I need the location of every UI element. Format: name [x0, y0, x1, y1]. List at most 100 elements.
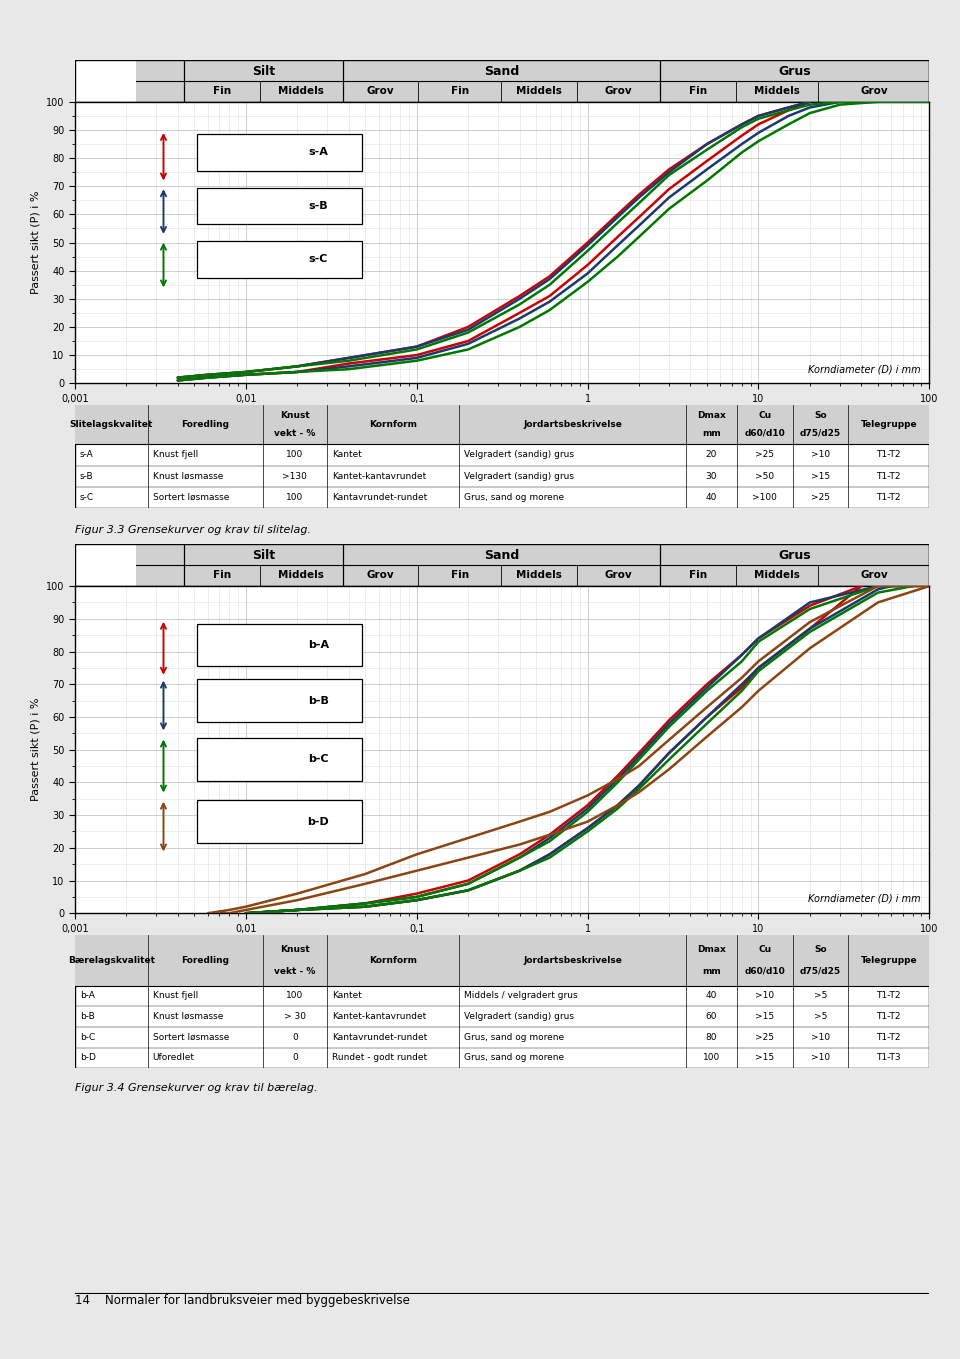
- Text: 100: 100: [286, 450, 303, 459]
- Text: d60/d10: d60/d10: [744, 968, 785, 976]
- Text: T1-T2: T1-T2: [876, 1033, 900, 1042]
- Text: Figur 3.4 Grensekurver og krav til bærelag.: Figur 3.4 Grensekurver og krav til bærel…: [75, 1083, 318, 1093]
- Text: Fin: Fin: [451, 87, 468, 96]
- FancyBboxPatch shape: [75, 60, 929, 383]
- Text: s-A: s-A: [308, 148, 328, 158]
- Text: T1-T2: T1-T2: [876, 493, 900, 501]
- Text: 100: 100: [286, 493, 303, 501]
- Text: Fin: Fin: [688, 571, 707, 580]
- Text: s-B: s-B: [80, 472, 94, 481]
- Text: Grov: Grov: [605, 87, 633, 96]
- Text: b-B: b-B: [80, 1012, 95, 1021]
- Text: 60: 60: [706, 1012, 717, 1021]
- Text: Knust: Knust: [280, 945, 310, 954]
- Text: Kantavrundet-rundet: Kantavrundet-rundet: [332, 1033, 427, 1042]
- Text: 40: 40: [706, 992, 717, 1000]
- Bar: [197, 624, 362, 666]
- Bar: [197, 188, 362, 224]
- Text: b-D: b-D: [80, 1053, 96, 1063]
- Text: Kantet: Kantet: [332, 992, 362, 1000]
- Text: s-C: s-C: [309, 254, 328, 265]
- Text: Grov: Grov: [367, 571, 395, 580]
- Text: Knust fjell: Knust fjell: [153, 450, 198, 459]
- Text: T1-T2: T1-T2: [876, 1012, 900, 1021]
- FancyBboxPatch shape: [75, 544, 929, 913]
- Text: Grus: Grus: [779, 65, 811, 77]
- Bar: [197, 680, 362, 722]
- Text: Grov: Grov: [860, 87, 888, 96]
- Text: Kantet-kantavrundet: Kantet-kantavrundet: [332, 1012, 426, 1021]
- Bar: [197, 738, 362, 781]
- Text: Middels: Middels: [516, 87, 562, 96]
- Text: Grus: Grus: [779, 549, 811, 561]
- Text: Grus, sand og morene: Grus, sand og morene: [465, 493, 564, 501]
- Bar: [197, 241, 362, 277]
- Text: >10: >10: [811, 1053, 829, 1063]
- Text: >10: >10: [756, 992, 775, 1000]
- Bar: [75, 60, 136, 102]
- Text: 14    Normaler for landbruksveier med byggebeskrivelse: 14 Normaler for landbruksveier med bygge…: [75, 1294, 410, 1307]
- Text: 0: 0: [292, 1053, 298, 1063]
- Text: T1-T2: T1-T2: [876, 450, 900, 459]
- Text: Knust løsmasse: Knust løsmasse: [153, 472, 223, 481]
- Text: >15: >15: [756, 1053, 775, 1063]
- Text: Rundet - godt rundet: Rundet - godt rundet: [332, 1053, 427, 1063]
- Bar: [197, 135, 362, 171]
- Text: >25: >25: [811, 493, 829, 501]
- Text: So: So: [814, 945, 827, 954]
- Text: T1-T3: T1-T3: [876, 1053, 901, 1063]
- Text: 30: 30: [706, 472, 717, 481]
- Text: 20: 20: [706, 450, 717, 459]
- Text: Grov: Grov: [860, 571, 888, 580]
- Text: Middels: Middels: [278, 571, 324, 580]
- Y-axis label: Passert sikt (P) i %: Passert sikt (P) i %: [31, 190, 40, 295]
- Text: Grus, sand og morene: Grus, sand og morene: [465, 1053, 564, 1063]
- Text: b-D: b-D: [307, 817, 329, 826]
- Text: s-B: s-B: [308, 201, 328, 211]
- Text: Grov: Grov: [605, 571, 633, 580]
- Text: >5: >5: [814, 1012, 827, 1021]
- Text: Sand: Sand: [484, 549, 519, 561]
- Bar: [75, 935, 929, 985]
- Text: 0: 0: [292, 1033, 298, 1042]
- Text: s-C: s-C: [80, 493, 94, 501]
- Text: Middels: Middels: [278, 87, 324, 96]
- Text: vekt - %: vekt - %: [275, 428, 316, 438]
- Text: Grov: Grov: [367, 87, 395, 96]
- Text: d60/d10: d60/d10: [744, 428, 785, 438]
- Text: Kantavrundet-rundet: Kantavrundet-rundet: [332, 493, 427, 501]
- Text: d75/d25: d75/d25: [800, 428, 841, 438]
- Text: Velgradert (sandig) grus: Velgradert (sandig) grus: [465, 472, 574, 481]
- Text: Dmax: Dmax: [697, 412, 726, 420]
- Text: Velgradert (sandig) grus: Velgradert (sandig) grus: [465, 1012, 574, 1021]
- Text: Fin: Fin: [451, 571, 468, 580]
- Text: Foredling: Foredling: [181, 420, 229, 429]
- Text: Silt: Silt: [252, 549, 275, 561]
- Text: Figur 3.3 Grensekurver og krav til slitelag.: Figur 3.3 Grensekurver og krav til slite…: [75, 526, 311, 535]
- Text: Kantet-kantavrundet: Kantet-kantavrundet: [332, 472, 426, 481]
- Text: >15: >15: [811, 472, 829, 481]
- Text: Knust fjell: Knust fjell: [153, 992, 198, 1000]
- Text: > 30: > 30: [284, 1012, 306, 1021]
- Text: 80: 80: [706, 1033, 717, 1042]
- Text: T1-T2: T1-T2: [876, 472, 900, 481]
- Text: b-B: b-B: [308, 696, 329, 705]
- Text: Uforedlet: Uforedlet: [153, 1053, 195, 1063]
- Text: Sortert løsmasse: Sortert løsmasse: [153, 1033, 229, 1042]
- Text: Jordartsbeskrivelse: Jordartsbeskrivelse: [523, 955, 622, 965]
- Y-axis label: Passert sikt (P) i %: Passert sikt (P) i %: [31, 699, 40, 802]
- Text: >5: >5: [814, 992, 827, 1000]
- Text: >10: >10: [811, 1033, 829, 1042]
- Bar: [75, 405, 929, 444]
- Text: b-C: b-C: [80, 1033, 95, 1042]
- Text: 40: 40: [706, 493, 717, 501]
- Text: Kornform: Kornform: [370, 955, 418, 965]
- Text: Foredling: Foredling: [181, 955, 229, 965]
- Bar: [75, 544, 136, 586]
- Text: Korndiameter (D) i mm: Korndiameter (D) i mm: [808, 893, 921, 904]
- Text: Sortert løsmasse: Sortert løsmasse: [153, 493, 229, 501]
- Text: Middels: Middels: [516, 571, 562, 580]
- Text: Telegruppe: Telegruppe: [860, 420, 917, 429]
- Text: Fin: Fin: [688, 87, 707, 96]
- Text: Sand: Sand: [484, 65, 519, 77]
